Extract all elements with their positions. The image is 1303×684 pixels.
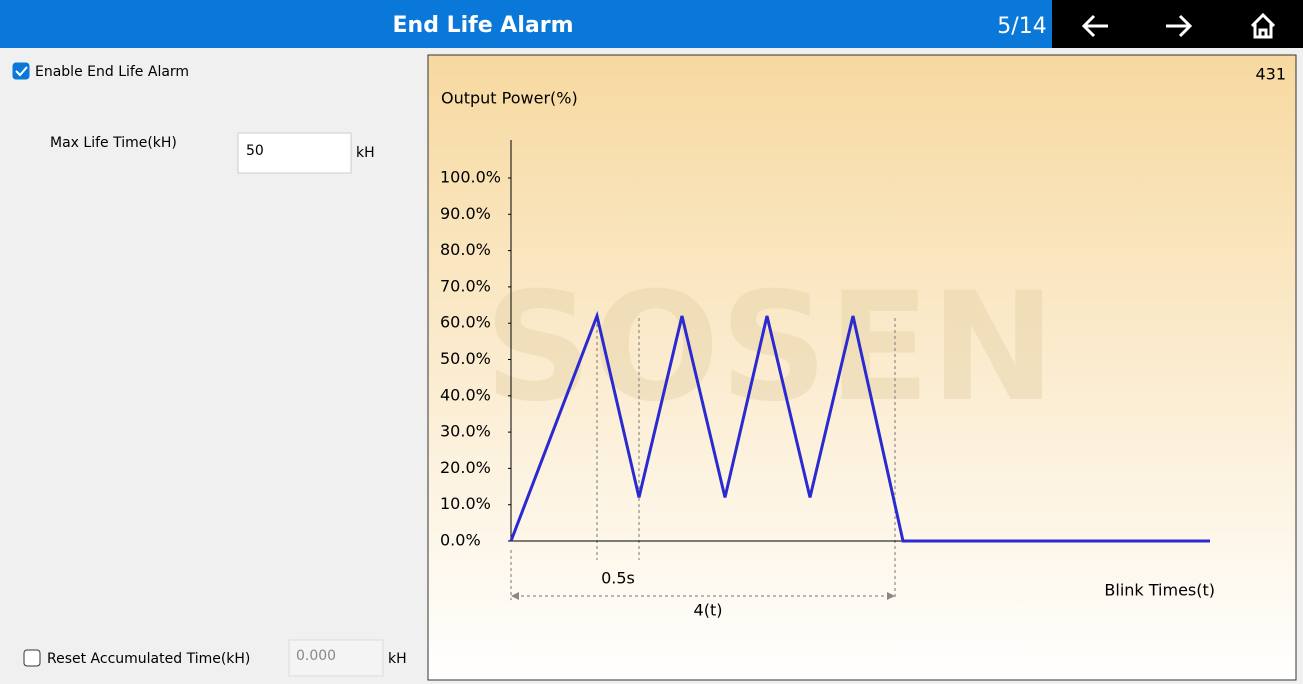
power-line <box>509 310 1210 543</box>
y-tick-label: 40.0% <box>440 385 491 404</box>
reset-unit: kH <box>388 651 407 667</box>
y-tick-label: 80.0% <box>440 240 491 259</box>
check <box>15 66 28 77</box>
checkbox[interactable] <box>12 62 30 80</box>
y-tick-label: 60.0% <box>440 313 491 332</box>
y-axis-label: Output Power(%) <box>441 89 578 108</box>
y-tick-label: 20.0% <box>440 458 491 477</box>
watermark: SOSEN <box>484 261 1056 435</box>
y-tick-label: 100.0% <box>440 168 501 187</box>
panel-number: 431 <box>1255 65 1286 84</box>
max-unit: kH <box>356 145 375 161</box>
max-label: Max Life Time(kH) <box>50 135 177 151</box>
nav-bar <box>1052 0 1303 48</box>
reset-label: Reset Accumulated Time(kH) <box>47 651 250 667</box>
reset-value: 0.000 <box>296 648 336 664</box>
annotation: 0.5s <box>601 569 635 588</box>
nav-icons <box>1081 12 1276 39</box>
guides <box>510 318 896 600</box>
y-tick-label: 70.0% <box>440 276 491 295</box>
enable-label: Enable End Life Alarm <box>35 64 189 80</box>
y-tick-label: 50.0% <box>440 349 491 368</box>
chart-panel <box>427 54 1297 681</box>
y-tick-label: 30.0% <box>440 422 491 441</box>
enable-checkbox[interactable] <box>12 62 30 80</box>
annotation: 4(t) <box>694 601 723 620</box>
x-axis-label: Blink Times(t) <box>1104 581 1215 600</box>
reset-input <box>288 639 384 677</box>
checkbox[interactable] <box>23 649 41 667</box>
y-tick-label: 10.0% <box>440 494 491 513</box>
home-button[interactable] <box>1250 12 1276 39</box>
forward-button[interactable] <box>1166 14 1193 38</box>
max-value: 50 <box>246 143 264 159</box>
page-indicator: 5/14 <box>997 14 1046 39</box>
y-tick-label: 0.0% <box>440 531 481 550</box>
max-input[interactable] <box>237 132 352 174</box>
back-button[interactable] <box>1081 14 1108 38</box>
y-tick-label: 90.0% <box>440 204 491 223</box>
title: End Life Alarm <box>393 13 574 38</box>
reset-checkbox[interactable] <box>23 649 41 667</box>
